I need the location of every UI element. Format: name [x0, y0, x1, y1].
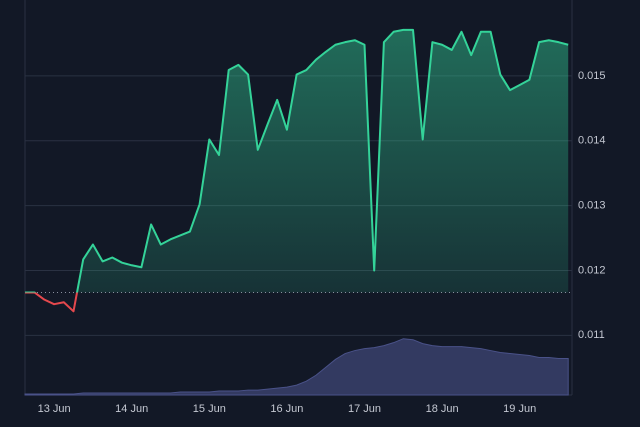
- y-tick-label: 0.015: [578, 70, 606, 82]
- x-tick-label: 17 Jun: [348, 403, 381, 415]
- x-tick-label: 16 Jun: [270, 403, 303, 415]
- y-tick-label: 0.012: [578, 264, 606, 276]
- x-tick-label: 19 Jun: [503, 403, 536, 415]
- y-tick-label: 0.013: [578, 200, 606, 212]
- x-tick-label: 15 Jun: [193, 403, 226, 415]
- y-tick-label: 0.011: [578, 329, 605, 341]
- price-line: [25, 28, 569, 313]
- price-area: [77, 29, 569, 293]
- y-tick-label: 0.014: [578, 135, 606, 147]
- x-tick-label: 13 Jun: [38, 403, 71, 415]
- x-tick-label: 14 Jun: [115, 403, 148, 415]
- x-tick-label: 18 Jun: [426, 403, 459, 415]
- volume-area: [24, 338, 569, 396]
